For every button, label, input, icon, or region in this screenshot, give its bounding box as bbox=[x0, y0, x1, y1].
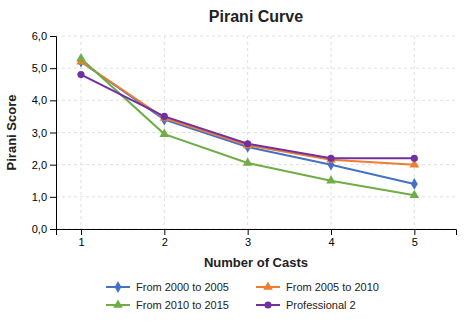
x-tick-label: 5 bbox=[412, 236, 418, 248]
series-marker bbox=[243, 140, 253, 148]
x-axis: 1 2 3 4 5 bbox=[57, 229, 457, 248]
grid-line-x bbox=[414, 36, 415, 229]
x-tick: 1 bbox=[78, 229, 84, 248]
series-marker bbox=[410, 190, 420, 198]
y-tick-label: 1,0 bbox=[32, 191, 47, 203]
series-marker bbox=[77, 71, 84, 78]
plot-area: 1 2 3 4 5 0,0 1,0 2,0 3,0 4,0 5,0 6,0 bbox=[32, 30, 457, 248]
series-marker bbox=[411, 178, 418, 190]
series-line bbox=[81, 59, 414, 196]
y-axis: 0,0 1,0 2,0 3,0 4,0 5,0 6,0 bbox=[32, 30, 57, 235]
series-marker bbox=[326, 154, 336, 162]
x-tick-label: 4 bbox=[328, 236, 334, 248]
grid-line-y bbox=[56, 196, 456, 197]
y-tick-label: 3,0 bbox=[32, 127, 47, 139]
y-tick-label: 6,0 bbox=[32, 30, 47, 42]
y-axis-line bbox=[50, 37, 57, 230]
series-marker bbox=[161, 113, 168, 120]
legend-marker bbox=[263, 281, 273, 289]
series-line bbox=[81, 62, 414, 184]
x-tick: 2 bbox=[162, 229, 168, 248]
y-tick-mark bbox=[50, 165, 56, 166]
legend-item: From 2000 to 2005 bbox=[106, 281, 229, 293]
y-tick-label: 0,0 bbox=[32, 223, 47, 235]
y-tick: 4,0 bbox=[32, 94, 56, 106]
y-tick-mark bbox=[50, 68, 56, 69]
legend-item: From 2010 to 2015 bbox=[106, 299, 229, 311]
y-tick-label: 4,0 bbox=[32, 94, 47, 106]
y-tick: 0,0 bbox=[32, 223, 56, 235]
legend-label: From 2005 to 2010 bbox=[286, 281, 379, 293]
y-axis-title: Pirani Score bbox=[4, 95, 19, 171]
series-marker bbox=[326, 175, 336, 183]
chart: Pirani Curve 1 2 3 4 5 0,0 1,0 2,0 3,0 4,0 5,0 6,0 Nu… bbox=[0, 0, 474, 321]
y-tick: 6,0 bbox=[32, 30, 56, 42]
series-marker bbox=[160, 129, 170, 137]
y-tick: 3,0 bbox=[32, 127, 56, 139]
series-marker bbox=[243, 158, 253, 166]
legend-label: Professional 2 bbox=[286, 299, 356, 311]
x-axis-line bbox=[57, 230, 457, 236]
series-marker bbox=[327, 155, 334, 162]
x-tick: 5 bbox=[412, 229, 418, 248]
legend-item: Professional 2 bbox=[256, 299, 356, 311]
y-tick: 2,0 bbox=[32, 159, 56, 171]
y-tick-label: 5,0 bbox=[32, 62, 47, 74]
series-marker bbox=[411, 155, 418, 162]
grid-line-x bbox=[247, 36, 248, 229]
y-tick-mark bbox=[50, 36, 56, 37]
x-tick: 3 bbox=[245, 229, 251, 248]
y-tick: 5,0 bbox=[32, 62, 56, 74]
series-line bbox=[81, 75, 414, 159]
x-tick-mark bbox=[331, 229, 332, 235]
grid-line-y bbox=[56, 132, 456, 133]
data-layer bbox=[76, 53, 419, 198]
legend-label: From 2000 to 2005 bbox=[136, 281, 229, 293]
grid-line-y bbox=[56, 100, 456, 101]
series-line bbox=[81, 62, 414, 165]
legend-item: From 2005 to 2010 bbox=[256, 281, 379, 293]
x-tick-label: 3 bbox=[245, 236, 251, 248]
x-tick-mark bbox=[164, 229, 165, 235]
y-tick: 1,0 bbox=[32, 191, 56, 203]
legend-marker bbox=[264, 301, 271, 308]
x-tick-mark bbox=[414, 229, 415, 235]
y-tick-mark bbox=[50, 100, 56, 101]
y-tick-mark bbox=[50, 229, 56, 230]
x-tick-label: 1 bbox=[78, 236, 84, 248]
title: Pirani Curve bbox=[209, 8, 303, 25]
grid-line-x bbox=[331, 36, 332, 229]
series-marker bbox=[244, 140, 251, 147]
x-tick-label: 2 bbox=[162, 236, 168, 248]
y-tick-mark bbox=[50, 197, 56, 198]
legend: From 2000 to 2005 From 2005 to 2010 From 2… bbox=[106, 281, 379, 311]
x-tick-mark bbox=[81, 229, 82, 235]
legend-label: From 2010 to 2015 bbox=[136, 299, 229, 311]
legend-marker bbox=[115, 281, 122, 293]
y-tick-label: 2,0 bbox=[32, 159, 47, 171]
x-axis-title: Number of Casts bbox=[204, 255, 308, 270]
legend-marker bbox=[113, 299, 123, 307]
x-tick: 4 bbox=[328, 229, 334, 248]
grid-line-y bbox=[56, 36, 456, 37]
x-tick-mark bbox=[248, 229, 249, 235]
y-tick-mark bbox=[50, 133, 56, 134]
series-marker bbox=[76, 53, 86, 61]
grid bbox=[56, 36, 456, 229]
grid-line-y bbox=[56, 68, 456, 69]
